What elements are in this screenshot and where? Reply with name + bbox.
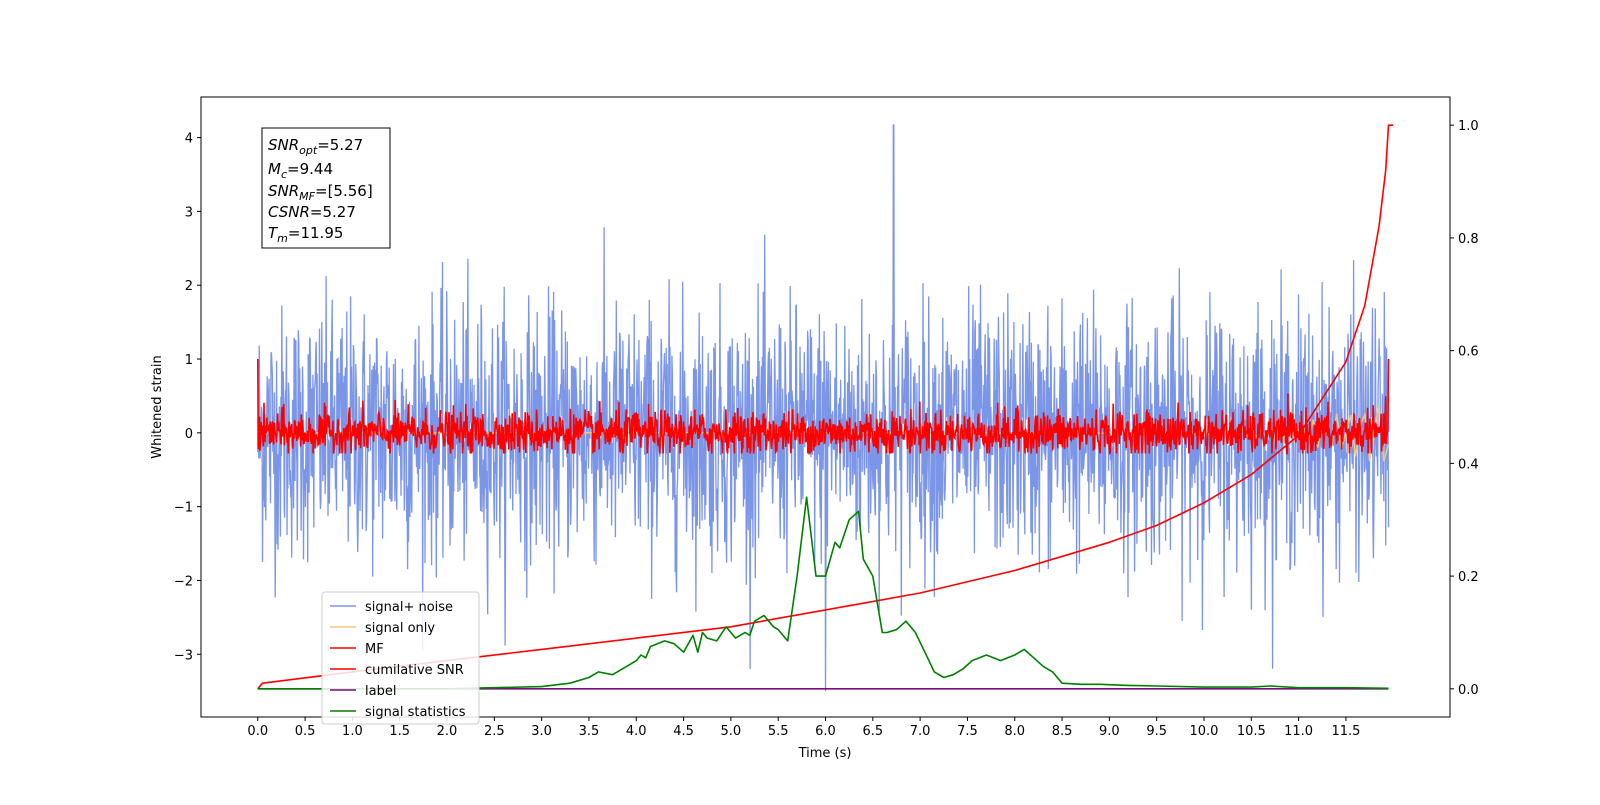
x-tick-label: 1.5 bbox=[389, 724, 410, 739]
x-tick-label: 2.5 bbox=[484, 724, 505, 739]
y-left-tick-label: 3 bbox=[185, 205, 193, 220]
y-right-tick-label: 0.8 bbox=[1458, 232, 1479, 247]
x-axis-label: Time (s) bbox=[798, 746, 852, 761]
x-tick-label: 7.5 bbox=[957, 724, 978, 739]
legend-entry: cumilative SNR bbox=[365, 663, 464, 678]
y-right-tick-label: 0.2 bbox=[1458, 570, 1479, 585]
x-tick-label: 8.0 bbox=[1004, 724, 1025, 739]
x-tick-label: 5.5 bbox=[768, 724, 789, 739]
y-left-tick-label: 0 bbox=[185, 427, 193, 442]
x-tick-label: 10.5 bbox=[1237, 724, 1266, 739]
legend-entry: MF bbox=[365, 642, 384, 657]
x-tick-label: 2.0 bbox=[437, 724, 458, 739]
legend: signal+ noise signal only MF cumilative SNR… bbox=[321, 591, 480, 725]
x-tick-label: 9.0 bbox=[1099, 724, 1120, 739]
x-tick-label: 4.5 bbox=[673, 724, 694, 739]
x-tick-label: 0.0 bbox=[247, 724, 268, 739]
x-axis-ticks: 0.0 0.5 1.0 1.5 2.0 2.5 3.0 3.5 4.0 4.5 5.0 5.5 6.0 6… bbox=[247, 717, 1360, 739]
y-right-tick-label: 1.0 bbox=[1458, 119, 1479, 134]
y-left-tick-label: −2 bbox=[174, 574, 193, 589]
y-left-tick-label: 2 bbox=[185, 279, 193, 294]
x-tick-label: 8.5 bbox=[1052, 724, 1073, 739]
x-tick-label: 6.5 bbox=[862, 724, 883, 739]
x-tick-label: 3.0 bbox=[531, 724, 552, 739]
series-signal-noise bbox=[257, 124, 1390, 692]
y-left-tick-label: −1 bbox=[174, 501, 193, 516]
x-tick-label: 11.0 bbox=[1284, 724, 1313, 739]
y-axis-left-ticks: −3 −2 −1 0 1 2 3 4 bbox=[174, 132, 201, 663]
x-tick-label: 10.0 bbox=[1190, 724, 1219, 739]
y-right-tick-label: 0.4 bbox=[1458, 457, 1479, 472]
x-tick-label: 4.0 bbox=[626, 724, 647, 739]
x-tick-label: 1.0 bbox=[342, 724, 363, 739]
y-left-tick-label: −3 bbox=[174, 648, 193, 663]
stat-csnr: CSNR=5.27 bbox=[268, 203, 356, 221]
series-mf bbox=[257, 358, 1390, 456]
stat-mc: Mc=9.44 bbox=[268, 160, 333, 181]
y-right-tick-label: 0.6 bbox=[1458, 345, 1479, 360]
y-axis-right-ticks: 0.0 0.2 0.4 0.6 0.8 1.0 bbox=[1450, 119, 1479, 698]
legend-entry: signal only bbox=[365, 621, 435, 636]
stat-snr-opt: SNRopt=5.27 bbox=[268, 136, 363, 157]
x-tick-label: 3.5 bbox=[579, 724, 600, 739]
y-axis-label: Whitened strain bbox=[150, 355, 165, 458]
x-tick-label: 5.0 bbox=[721, 724, 742, 739]
legend-entry: label bbox=[365, 684, 396, 699]
stats-box: SNRopt=5.27 Mc=9.44 SNRMF=[5.56] CSNR=5.… bbox=[261, 127, 391, 249]
y-left-tick-label: 4 bbox=[185, 132, 193, 147]
x-tick-label: 11.5 bbox=[1331, 724, 1360, 739]
x-tick-label: 6.0 bbox=[815, 724, 836, 739]
y-right-tick-label: 0.0 bbox=[1458, 683, 1479, 698]
stat-tm: Tm=11.95 bbox=[268, 224, 343, 245]
x-tick-label: 0.5 bbox=[295, 724, 316, 739]
stat-snr-mf: SNRMF=[5.56] bbox=[268, 182, 373, 203]
series-signal-statistics bbox=[257, 496, 1389, 690]
legend-entry: signal statistics bbox=[365, 705, 466, 720]
legend-entry: signal+ noise bbox=[365, 600, 453, 615]
y-left-tick-label: 1 bbox=[185, 353, 193, 368]
x-tick-label: 7.0 bbox=[910, 724, 931, 739]
x-tick-label: 9.5 bbox=[1146, 724, 1167, 739]
